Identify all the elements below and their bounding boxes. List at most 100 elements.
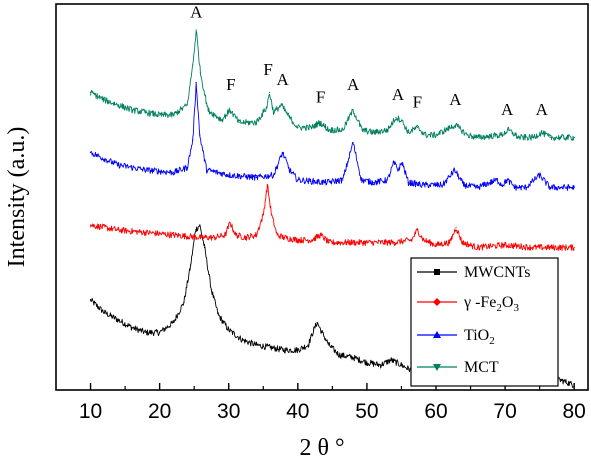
data-point-mct	[255, 121, 257, 124]
data-point-mct	[416, 126, 418, 129]
data-point-mct	[89, 91, 92, 94]
data-point-mwcnts	[400, 364, 403, 366]
data-point-mct	[103, 99, 105, 101]
data-point-tio2	[172, 171, 175, 174]
data-point-fe2o3	[320, 234, 322, 236]
data-point-mwcnts	[228, 329, 230, 331]
data-point-mwcnts	[255, 344, 257, 346]
data-point-tio2	[397, 169, 399, 171]
data-point-fe2o3	[266, 184, 269, 186]
data-point-mwcnts	[183, 301, 185, 304]
data-point-fe2o3	[345, 241, 347, 244]
data-point-tio2	[255, 176, 257, 179]
legend-marker-mwcnts	[434, 269, 440, 275]
data-point-mct	[172, 114, 175, 116]
data-point-mwcnts	[217, 314, 219, 316]
data-point-tio2	[393, 161, 395, 164]
data-point-mct	[549, 136, 551, 139]
y-axis-title: Intensity (a.u.)	[4, 127, 30, 268]
data-point-fe2o3	[283, 236, 285, 239]
peak-label-f: F	[263, 60, 272, 79]
data-point-tio2	[496, 179, 498, 181]
data-point-tio2	[549, 186, 551, 189]
data-point-fe2o3	[200, 236, 202, 239]
data-point-fe2o3	[255, 234, 257, 236]
data-point-fe2o3	[573, 246, 575, 249]
data-point-mwcnts	[328, 344, 330, 346]
data-point-tio2	[324, 181, 327, 184]
data-point-mct	[407, 131, 409, 134]
data-point-mct	[342, 129, 344, 131]
data-point-fe2o3	[235, 234, 237, 236]
x-tick-label-20: 20	[148, 400, 171, 423]
data-point-mct	[454, 124, 456, 126]
data-point-mwcnts	[380, 364, 382, 366]
data-point-mwcnts	[269, 346, 271, 349]
data-point-mct	[352, 109, 354, 111]
data-point-fe2o3	[416, 229, 418, 231]
x-tick-label-50: 50	[355, 400, 378, 423]
data-point-mct	[117, 104, 119, 106]
data-point-tio2	[206, 169, 208, 171]
data-point-mwcnts	[89, 299, 92, 301]
data-point-mwcnts	[131, 326, 133, 329]
x-tick-label-60: 60	[424, 400, 447, 423]
data-point-mwcnts	[352, 356, 354, 359]
data-point-mct	[268, 91, 271, 94]
data-point-mct	[192, 64, 194, 66]
data-point-fe2o3	[366, 241, 368, 244]
peak-label-f: F	[226, 75, 235, 94]
legend-label-mwcnts: MWCNTs	[464, 264, 530, 281]
data-point-mwcnts	[307, 344, 309, 346]
data-point-mwcnts	[210, 289, 213, 291]
data-point-fe2o3	[145, 231, 147, 234]
data-point-mct	[476, 136, 479, 139]
data-point-mct	[559, 136, 561, 139]
data-point-tio2	[297, 179, 299, 181]
data-point-tio2	[463, 184, 465, 186]
plot-frame	[55, 3, 589, 391]
peak-label-a: A	[501, 100, 514, 119]
data-point-mct	[395, 116, 397, 119]
data-point-mct	[221, 119, 223, 121]
data-point-mct	[297, 126, 299, 129]
legend-items: MWCNTs γ -Fe2O3 TiO2 MCT	[417, 264, 530, 376]
data-point-fe2o3	[449, 241, 451, 244]
legend-item-mct: MCT	[417, 359, 499, 376]
data-point-mct	[131, 109, 133, 111]
data-point-mwcnts	[297, 349, 299, 351]
peak-label-a: A	[536, 100, 549, 119]
legend-item-tio2: TiO2	[417, 327, 495, 347]
data-point-tio2	[186, 166, 188, 169]
data-point-mwcnts	[117, 319, 119, 321]
data-point-mwcnts	[194, 229, 197, 231]
data-point-tio2	[539, 174, 541, 176]
data-point-tio2	[559, 186, 561, 189]
data-point-mct	[541, 131, 543, 134]
legend-marker-mct	[433, 364, 441, 371]
data-point-mwcnts	[338, 354, 340, 356]
legend-label-fe2o3: γ -Fe2O3	[463, 294, 519, 314]
data-point-mwcnts	[190, 264, 192, 266]
data-point-mct	[373, 131, 375, 134]
data-point-fe2o3	[214, 236, 216, 239]
legend-item-mwcnts: MWCNTs	[417, 264, 530, 281]
data-point-mct	[435, 134, 437, 136]
data-point-tio2	[387, 179, 389, 181]
series-line-mct	[90, 30, 575, 142]
data-point-tio2	[421, 184, 423, 186]
data-point-mct	[387, 129, 389, 131]
data-point-fe2o3	[422, 239, 425, 241]
peak-label-f: F	[413, 93, 422, 112]
data-point-mwcnts	[559, 379, 561, 381]
data-point-mct	[518, 136, 520, 139]
series-layer	[89, 29, 575, 388]
data-point-fe2o3	[89, 224, 92, 226]
data-point-tio2	[573, 186, 575, 189]
data-point-tio2	[501, 184, 503, 186]
peak-label-a: A	[276, 70, 289, 89]
data-point-fe2o3	[504, 244, 506, 246]
x-tick-label-70: 70	[493, 400, 516, 423]
data-point-mct	[145, 111, 147, 114]
